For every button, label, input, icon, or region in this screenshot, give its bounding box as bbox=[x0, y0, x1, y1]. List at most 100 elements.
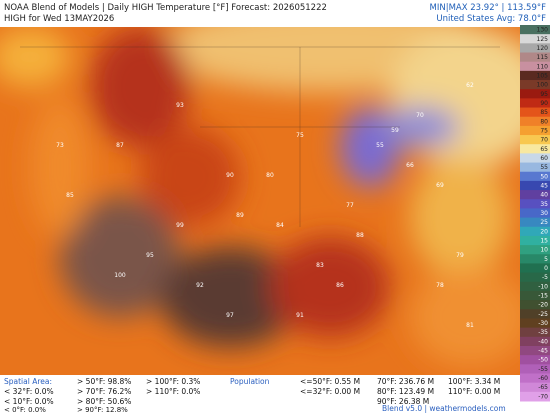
min-max: MIN|MAX 23.92° | 113.59°F bbox=[429, 3, 546, 13]
colorbar-label: 65 bbox=[540, 146, 548, 153]
title: NOAA Blend of Models | Daily HIGH Temper… bbox=[4, 3, 327, 13]
pop: 70°F: 236.76 M bbox=[377, 377, 435, 386]
colorbar-label: -30 bbox=[538, 320, 548, 327]
station-temp: 87 bbox=[116, 142, 124, 149]
pop: 100°F: 3.34 M bbox=[448, 377, 501, 386]
color-band bbox=[520, 80, 550, 90]
color-band bbox=[520, 245, 550, 255]
color-band bbox=[520, 70, 550, 81]
colorbar-label: 115 bbox=[537, 54, 549, 61]
color-band bbox=[520, 336, 550, 347]
stat: < 10°F: 0.0% bbox=[4, 397, 54, 406]
station-temp: 70 bbox=[416, 112, 424, 119]
color-band bbox=[520, 180, 550, 191]
color-band bbox=[520, 217, 550, 228]
color-band bbox=[520, 89, 550, 99]
color-band bbox=[520, 355, 550, 365]
colorbar-label: 110 bbox=[537, 63, 549, 70]
colorbar-label: -15 bbox=[538, 293, 548, 300]
colorbar-label: -45 bbox=[538, 348, 548, 355]
color-band bbox=[520, 153, 550, 164]
colorbar-label: -5 bbox=[542, 274, 548, 281]
us-average: United States Avg: 78.0°F bbox=[436, 14, 546, 24]
station-temp: 59 bbox=[391, 127, 399, 134]
colorbar-label: 50 bbox=[540, 173, 548, 180]
color-band bbox=[520, 290, 550, 301]
station-temp: 85 bbox=[66, 192, 74, 199]
colorbar-label: 120 bbox=[537, 45, 549, 52]
colorbar-label: -10 bbox=[538, 283, 548, 290]
colorbar-label: 0 bbox=[544, 265, 548, 272]
color-band bbox=[520, 125, 550, 136]
colorbar-label: 100 bbox=[537, 82, 549, 89]
color-band bbox=[520, 327, 550, 338]
colorbar-label: 35 bbox=[540, 201, 548, 208]
stat: < 32°F: 0.0% bbox=[4, 387, 54, 396]
station-temp: 77 bbox=[346, 202, 354, 209]
stat: > 90°F: 12.8% bbox=[77, 406, 128, 414]
colorbar-label: 10 bbox=[540, 247, 548, 254]
station-temp: 55 bbox=[376, 142, 384, 149]
colorbar-label: 25 bbox=[540, 219, 548, 226]
colorbar: 1301251201151101051009590858075706560555… bbox=[520, 25, 550, 402]
pop: 80°F: 123.49 M bbox=[377, 387, 435, 396]
color-band bbox=[520, 107, 550, 118]
credit: Blend v5.0 | weathermodels.com bbox=[382, 404, 506, 413]
colorbar-label: -40 bbox=[538, 338, 548, 345]
station-temp: 86 bbox=[336, 282, 344, 289]
station-temp: 69 bbox=[436, 182, 444, 189]
stat: > 80°F: 50.6% bbox=[77, 397, 132, 406]
population-label: Population bbox=[230, 377, 270, 386]
color-band bbox=[520, 135, 550, 145]
colorbar-label: 60 bbox=[540, 155, 548, 162]
subtitle: HIGH for Wed 13MAY2026 bbox=[4, 14, 115, 24]
color-band bbox=[520, 263, 550, 274]
colorbar-label: 105 bbox=[537, 72, 549, 79]
station-temp: 92 bbox=[196, 282, 204, 289]
color-band bbox=[520, 226, 550, 237]
station-temp: 80 bbox=[266, 172, 274, 179]
colorbar-label: -35 bbox=[538, 329, 548, 336]
colorbar-label: 20 bbox=[540, 228, 548, 235]
colorbar-label: 80 bbox=[540, 118, 548, 125]
colorbar-label: -65 bbox=[538, 384, 548, 391]
pop: 110°F: 0.00 M bbox=[448, 387, 501, 396]
colorbar-label: 75 bbox=[540, 127, 548, 134]
colorbar-label: -60 bbox=[538, 375, 548, 382]
pop: 90°F: 26.38 M bbox=[377, 397, 430, 406]
color-band bbox=[520, 144, 550, 154]
color-band bbox=[520, 43, 550, 54]
station-temp: 79 bbox=[456, 252, 464, 259]
colorbar-label: 95 bbox=[540, 91, 548, 98]
color-band bbox=[520, 235, 550, 246]
colorbar-label: 15 bbox=[540, 238, 548, 245]
colorbar-label: -25 bbox=[538, 311, 548, 318]
colorbar-label: -55 bbox=[538, 366, 548, 373]
color-band bbox=[520, 162, 550, 173]
station-temp: 75 bbox=[296, 132, 304, 139]
color-band bbox=[520, 373, 550, 384]
station-temp: 89 bbox=[236, 212, 244, 219]
colorbar-label: 55 bbox=[540, 164, 548, 171]
color-band bbox=[520, 199, 550, 209]
station-temp: 93 bbox=[176, 102, 184, 109]
stat: < 0°F: 0.0% bbox=[4, 406, 46, 414]
colorbar-label: 130 bbox=[537, 27, 549, 34]
colorbar-label: 5 bbox=[544, 256, 548, 263]
station-temp: 100 bbox=[114, 272, 126, 279]
colorbar-label: 85 bbox=[540, 109, 548, 116]
stat: > 110°F: 0.0% bbox=[146, 387, 201, 396]
color-band bbox=[520, 345, 550, 356]
color-band bbox=[520, 171, 550, 182]
station-temp: 95 bbox=[146, 252, 154, 259]
station-temp: 73 bbox=[56, 142, 64, 149]
station-temp: 81 bbox=[466, 322, 474, 329]
pop: <=50°F: 0.55 M bbox=[300, 377, 361, 386]
station-temp: 66 bbox=[406, 162, 414, 169]
pop: <=32°F: 0.00 M bbox=[300, 387, 361, 396]
stat: > 70°F: 76.2% bbox=[77, 387, 132, 396]
colorbar-label: 70 bbox=[540, 137, 548, 144]
colorbar-label: -70 bbox=[538, 393, 548, 400]
station-temp: 97 bbox=[226, 312, 234, 319]
color-band bbox=[520, 318, 550, 329]
